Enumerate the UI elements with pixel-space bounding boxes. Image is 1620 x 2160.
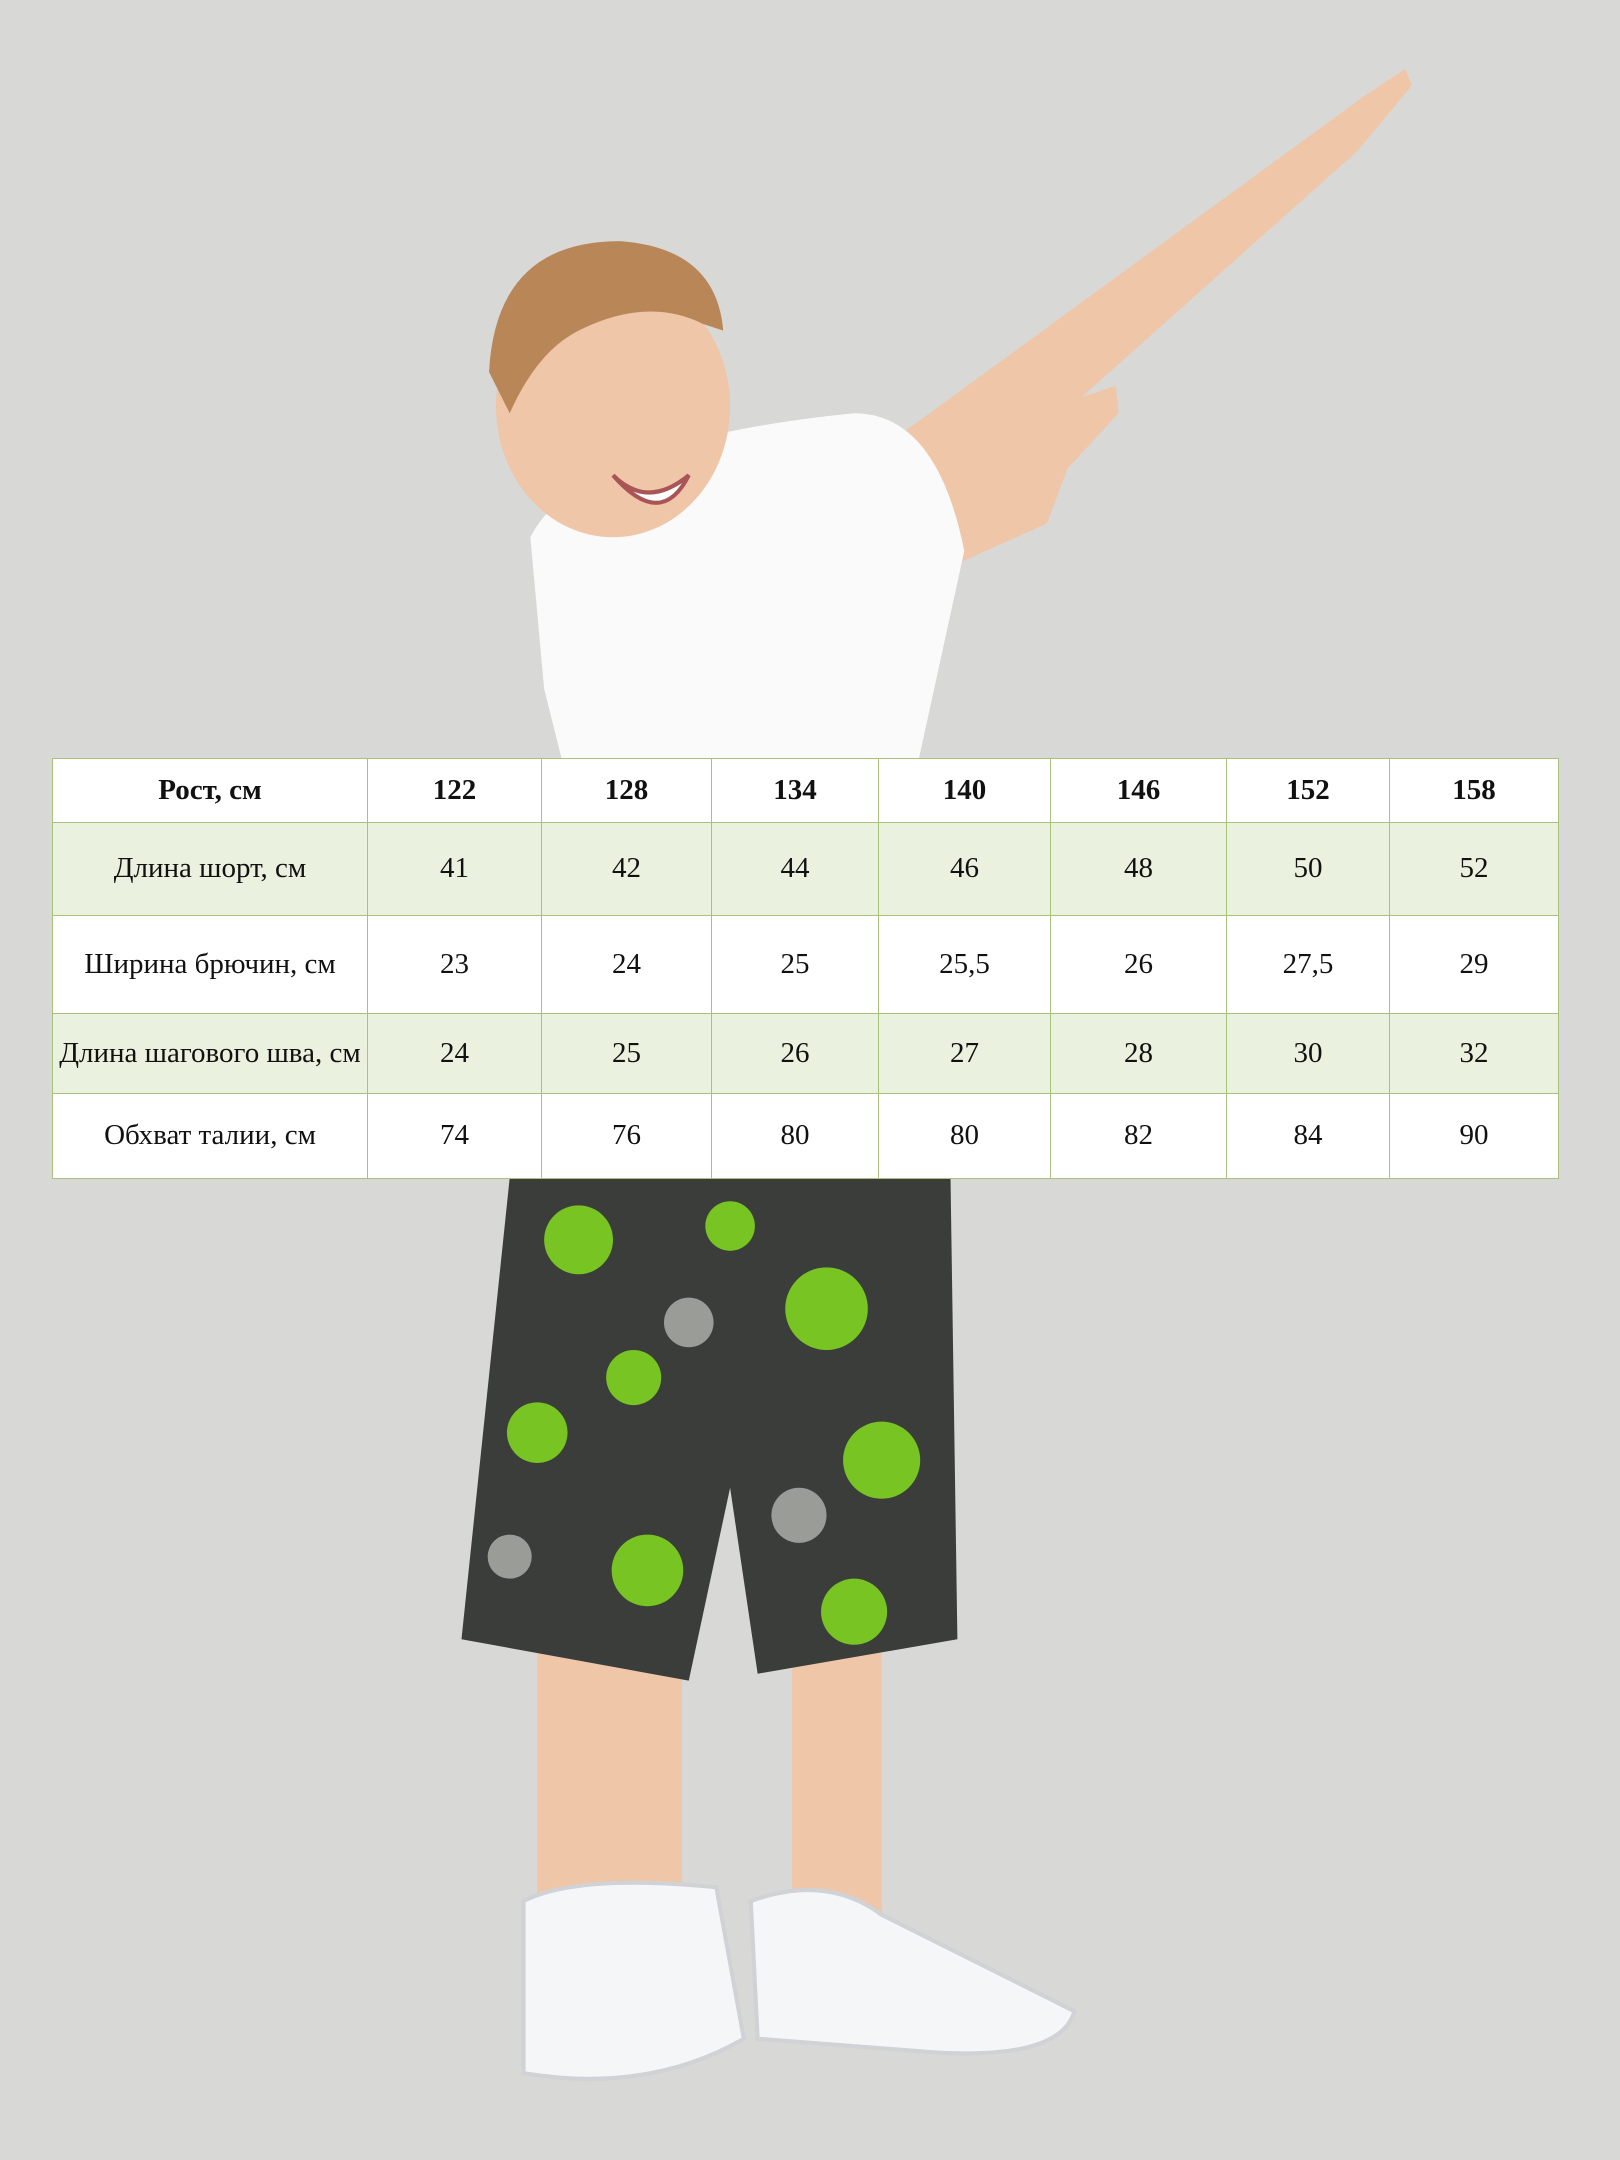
table-row: Ширина брючин, см 23 24 25 25,5 26 27,5 … [52,915,1559,1014]
size-header: 122 [367,758,542,823]
table-row: Длина шорт, см 41 42 44 46 48 50 52 [52,822,1559,916]
table-cell: 28 [1050,1013,1227,1094]
table-cell: 26 [711,1013,879,1094]
row-label: Длина шорт, см [52,822,368,916]
size-header: 146 [1050,758,1227,823]
table-header-row: Рост, см 122 128 134 140 146 152 158 [52,758,1559,823]
table-cell: 52 [1389,822,1559,916]
table-cell: 27,5 [1226,915,1390,1014]
size-chart-table: Рост, см 122 128 134 140 146 152 158 Дли… [52,758,1559,1179]
table-cell: 48 [1050,822,1227,916]
header-label: Рост, см [52,758,368,823]
size-header: 158 [1389,758,1559,823]
row-label: Длина шагового шва, см [52,1013,368,1094]
row-label: Ширина брючин, см [52,915,368,1014]
table-cell: 42 [541,822,712,916]
table-cell: 82 [1050,1093,1227,1179]
table-cell: 80 [711,1093,879,1179]
row-label: Обхват талии, см [52,1093,368,1179]
table-cell: 25 [711,915,879,1014]
table-cell: 25 [541,1013,712,1094]
table-cell: 23 [367,915,542,1014]
table-cell: 24 [367,1013,542,1094]
table-cell: 27 [878,1013,1051,1094]
table-cell: 41 [367,822,542,916]
size-header: 128 [541,758,712,823]
table-cell: 50 [1226,822,1390,916]
table-cell: 46 [878,822,1051,916]
size-header: 152 [1226,758,1390,823]
table-cell: 90 [1389,1093,1559,1179]
table-cell: 74 [367,1093,542,1179]
table-row: Длина шагового шва, см 24 25 26 27 28 30… [52,1013,1559,1094]
table-cell: 32 [1389,1013,1559,1094]
size-header: 140 [878,758,1051,823]
table-cell: 30 [1226,1013,1390,1094]
table-cell: 76 [541,1093,712,1179]
table-cell: 44 [711,822,879,916]
table-cell: 29 [1389,915,1559,1014]
table-row: Обхват талии, см 74 76 80 80 82 84 90 [52,1093,1559,1179]
table-cell: 80 [878,1093,1051,1179]
table-cell: 26 [1050,915,1227,1014]
table-cell: 25,5 [878,915,1051,1014]
boy-figure [461,68,1412,2081]
table-cell: 84 [1226,1093,1390,1179]
table-cell: 24 [541,915,712,1014]
size-header: 134 [711,758,879,823]
